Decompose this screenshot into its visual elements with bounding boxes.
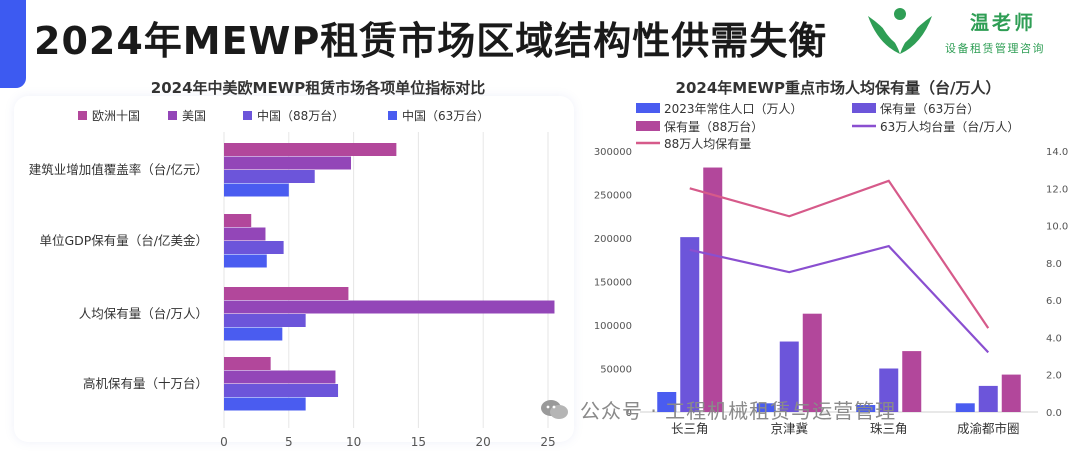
y2-tick-label-5: 10.0 xyxy=(1046,222,1068,233)
bar-3-0 xyxy=(224,183,289,197)
page-title: 2024年MEWP租赁市场区域结构性供需失衡 xyxy=(34,19,828,63)
bar-3-3 xyxy=(224,397,306,411)
y2-tick-label-2: 4.0 xyxy=(1046,333,1062,344)
bar-0-2 xyxy=(224,287,349,300)
bar-2-0 xyxy=(224,170,315,183)
legend-label-3: 中国（63万台） xyxy=(402,108,489,123)
x-tick-label-4: 20 xyxy=(476,435,491,449)
right-chart-title: 2024年MEWP重点市场人均保有量（台/万人） xyxy=(676,79,1001,97)
bar-3-2 xyxy=(224,327,283,341)
bar-1-2 xyxy=(224,300,555,314)
legend-label-2: 中国（88万台） xyxy=(257,108,344,123)
legend-swatch-2 xyxy=(243,111,252,120)
y-tick-label-2: 100000 xyxy=(594,321,632,332)
right-bar-0-0 xyxy=(657,391,677,412)
legend-label-1: 美国 xyxy=(182,109,206,123)
y2-tick-label-3: 6.0 xyxy=(1046,296,1062,307)
right-legend-label-0: 2023年常住人口（万人） xyxy=(664,102,803,116)
x-tick-label-2: 10 xyxy=(346,435,361,449)
y-tick-label-0: 0 xyxy=(626,408,632,419)
right-bar-0-1 xyxy=(756,403,776,412)
category-label-0: 建筑业增加值覆盖率（台/亿元） xyxy=(29,162,208,177)
legend-swatch-3 xyxy=(388,111,397,120)
y-tick-label-1: 50000 xyxy=(600,365,632,376)
y-tick-label-4: 200000 xyxy=(594,234,632,245)
x-tick-label-1: 5 xyxy=(285,435,293,449)
bar-3-1 xyxy=(224,254,267,268)
y2-tick-label-0: 0.0 xyxy=(1046,408,1062,419)
legend-swatch-0 xyxy=(78,111,87,120)
y2-tick-label-6: 12.0 xyxy=(1046,184,1068,195)
right-bar-0-3 xyxy=(955,403,975,412)
y2-tick-label-1: 2.0 xyxy=(1046,371,1062,382)
bar-1-0 xyxy=(224,156,352,170)
category-label-2: 人均保有量（台/万人） xyxy=(79,306,208,321)
y-tick-label-5: 250000 xyxy=(594,191,632,202)
right-category-label-2: 珠三角 xyxy=(870,421,908,436)
right-bar-2-0 xyxy=(703,167,723,412)
legend-swatch-1 xyxy=(168,111,177,120)
bar-2-2 xyxy=(224,314,306,327)
right-line-0 xyxy=(689,244,990,354)
y2-tick-label-4: 8.0 xyxy=(1046,259,1062,270)
logo-subtitle: 设备租赁管理咨询 xyxy=(945,42,1045,55)
y-tick-label-6: 300000 xyxy=(594,147,632,158)
bar-1-1 xyxy=(224,227,266,241)
right-legend-swatch-0 xyxy=(636,103,660,113)
watermark-text: 公众号 · 工程机械租赁与运营管理 xyxy=(580,399,897,423)
bar-0-3 xyxy=(224,357,271,370)
logo-name: 温老师 xyxy=(970,12,1037,34)
x-tick-label-5: 25 xyxy=(540,435,555,449)
title-accent-bar xyxy=(0,0,26,88)
bar-2-3 xyxy=(224,384,339,397)
right-legend-label-2: 保有量（88万台） xyxy=(664,119,763,134)
right-bar-2-3 xyxy=(1001,374,1021,412)
right-legend-label-4: 88万人均保有量 xyxy=(664,137,751,151)
right-bar-1-1 xyxy=(779,341,799,412)
right-legend-swatch-2 xyxy=(636,121,660,131)
right-bar-2-2 xyxy=(902,351,922,412)
right-bar-0-2 xyxy=(856,405,876,412)
wechat-icon xyxy=(541,400,568,419)
bar-1-3 xyxy=(224,370,336,384)
bar-0-0 xyxy=(224,143,397,156)
y2-tick-label-7: 14.0 xyxy=(1046,147,1068,158)
category-label-3: 高机保有量（十万台） xyxy=(83,376,208,391)
left-chart-title: 2024年中美欧MEWP租赁市场各项单位指标对比 xyxy=(151,79,485,97)
right-category-label-0: 长三角 xyxy=(671,421,709,436)
right-legend-label-1: 保有量（63万台） xyxy=(880,101,979,116)
green-wings-logo-icon xyxy=(868,8,932,54)
bar-2-1 xyxy=(224,241,284,254)
right-line-1 xyxy=(689,179,990,329)
category-label-1: 单位GDP保有量（台/亿美金） xyxy=(39,233,208,248)
x-tick-label-0: 0 xyxy=(220,435,228,449)
right-category-label-1: 京津冀 xyxy=(770,421,808,436)
right-bar-2-1 xyxy=(802,313,822,412)
right-category-label-3: 成渝都市圈 xyxy=(957,421,1020,436)
right-bar-1-3 xyxy=(978,385,998,412)
y-tick-label-3: 150000 xyxy=(594,278,632,289)
right-legend-swatch-1 xyxy=(852,103,876,113)
right-bar-1-2 xyxy=(879,368,899,412)
right-bar-1-0 xyxy=(680,237,700,412)
right-legend-label-3: 63万人均台量（台/万人） xyxy=(880,119,1019,134)
legend-label-0: 欧洲十国 xyxy=(92,109,140,123)
x-tick-label-3: 15 xyxy=(411,435,426,449)
bar-0-1 xyxy=(224,214,252,227)
